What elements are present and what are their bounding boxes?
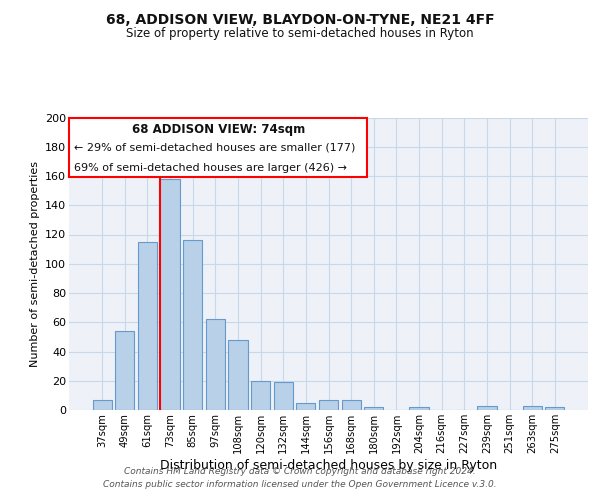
Bar: [229, 340, 248, 410]
Bar: [115, 331, 134, 410]
Bar: [341, 400, 361, 410]
Bar: [251, 381, 270, 410]
Bar: [523, 406, 542, 410]
Text: Contains public sector information licensed under the Open Government Licence v.: Contains public sector information licen…: [103, 480, 497, 489]
Bar: [206, 320, 225, 410]
Bar: [92, 400, 112, 410]
Text: Contains HM Land Registry data © Crown copyright and database right 2024.: Contains HM Land Registry data © Crown c…: [124, 467, 476, 476]
Text: ← 29% of semi-detached houses are smaller (177): ← 29% of semi-detached houses are smalle…: [74, 142, 356, 152]
Bar: [545, 407, 565, 410]
Text: 69% of semi-detached houses are larger (426) →: 69% of semi-detached houses are larger (…: [74, 163, 347, 173]
Text: 68 ADDISON VIEW: 74sqm: 68 ADDISON VIEW: 74sqm: [131, 124, 305, 136]
Bar: [364, 407, 383, 410]
Y-axis label: Number of semi-detached properties: Number of semi-detached properties: [29, 161, 40, 367]
Bar: [319, 400, 338, 410]
Bar: [274, 382, 293, 410]
Bar: [138, 242, 157, 410]
FancyBboxPatch shape: [69, 118, 367, 178]
X-axis label: Distribution of semi-detached houses by size in Ryton: Distribution of semi-detached houses by …: [160, 458, 497, 471]
Bar: [477, 406, 497, 410]
Text: 68, ADDISON VIEW, BLAYDON-ON-TYNE, NE21 4FF: 68, ADDISON VIEW, BLAYDON-ON-TYNE, NE21 …: [106, 12, 494, 26]
Bar: [160, 179, 180, 410]
Bar: [296, 402, 316, 410]
Bar: [183, 240, 202, 410]
Text: Size of property relative to semi-detached houses in Ryton: Size of property relative to semi-detach…: [126, 28, 474, 40]
Bar: [409, 407, 428, 410]
